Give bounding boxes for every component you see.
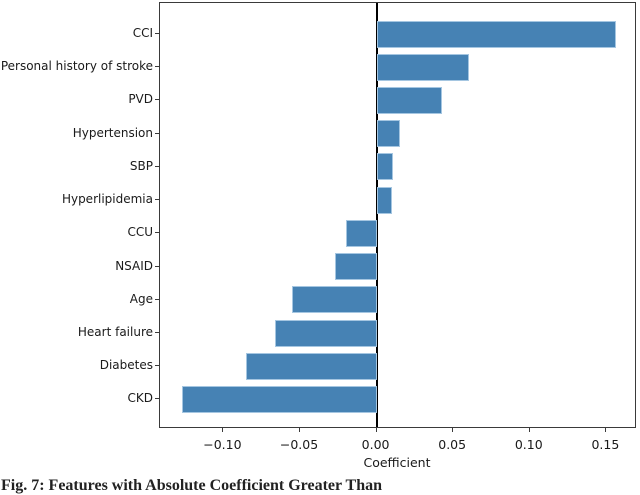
category-label: SBP bbox=[129, 158, 153, 173]
y-tick-mark bbox=[155, 398, 159, 400]
y-tick-mark bbox=[155, 232, 159, 234]
y-tick-mark bbox=[155, 99, 159, 101]
x-tick-label: −0.05 bbox=[279, 437, 319, 452]
bar-sbp bbox=[376, 153, 394, 181]
x-tick-mark bbox=[528, 428, 530, 432]
category-label: Diabetes bbox=[99, 358, 153, 373]
y-tick-mark bbox=[155, 66, 159, 68]
bar-pvd bbox=[376, 86, 443, 114]
y-tick-mark bbox=[155, 365, 159, 367]
category-label: CCI bbox=[132, 26, 153, 40]
x-tick-label: 0.10 bbox=[514, 437, 543, 452]
bar-heart-failure bbox=[275, 319, 377, 347]
bar-hypertension bbox=[376, 120, 400, 148]
category-label: PVD bbox=[128, 92, 153, 107]
x-tick-label: 0.05 bbox=[438, 437, 467, 452]
bar-personal-history-of-stroke bbox=[376, 53, 469, 81]
x-tick-mark bbox=[605, 428, 607, 432]
x-tick-mark bbox=[299, 428, 300, 432]
bar-diabetes bbox=[246, 352, 377, 380]
x-tick-mark bbox=[375, 428, 377, 432]
bar-ccu bbox=[345, 219, 377, 247]
y-tick-mark bbox=[155, 298, 159, 300]
y-tick-mark bbox=[155, 265, 159, 267]
x-tick-mark bbox=[222, 428, 224, 432]
figure-caption-clipped: Fig. 7: Features with Absolute Coefficie… bbox=[1, 477, 382, 494]
category-label: CKD bbox=[127, 391, 154, 406]
bar-nsaid bbox=[335, 253, 377, 281]
category-label: Personal history of stroke bbox=[0, 59, 153, 74]
category-label: Age bbox=[129, 291, 153, 306]
x-tick-label: −0.10 bbox=[203, 437, 242, 452]
category-label: Hyperlipidemia bbox=[61, 192, 153, 207]
bar-ckd bbox=[182, 385, 377, 413]
y-tick-mark bbox=[155, 33, 159, 34]
category-label: NSAID bbox=[115, 258, 153, 273]
plot-area bbox=[159, 2, 636, 428]
y-tick-mark bbox=[155, 165, 159, 167]
category-label: Heart failure bbox=[77, 325, 153, 340]
x-tick-label: 0.00 bbox=[361, 437, 390, 452]
y-tick-mark bbox=[155, 332, 159, 334]
y-tick-mark bbox=[155, 132, 159, 134]
zero-reference-line bbox=[375, 3, 378, 427]
bar-hyperlipidemia bbox=[376, 186, 392, 214]
x-tick-label: 0.15 bbox=[591, 437, 620, 452]
bar-cci bbox=[376, 20, 616, 48]
bar-age bbox=[292, 286, 377, 314]
category-label: Hypertension bbox=[72, 125, 153, 140]
y-tick-mark bbox=[155, 199, 159, 201]
x-tick-mark bbox=[452, 428, 454, 432]
category-label: CCU bbox=[127, 225, 153, 240]
x-axis-title: Coefficient bbox=[363, 455, 431, 470]
